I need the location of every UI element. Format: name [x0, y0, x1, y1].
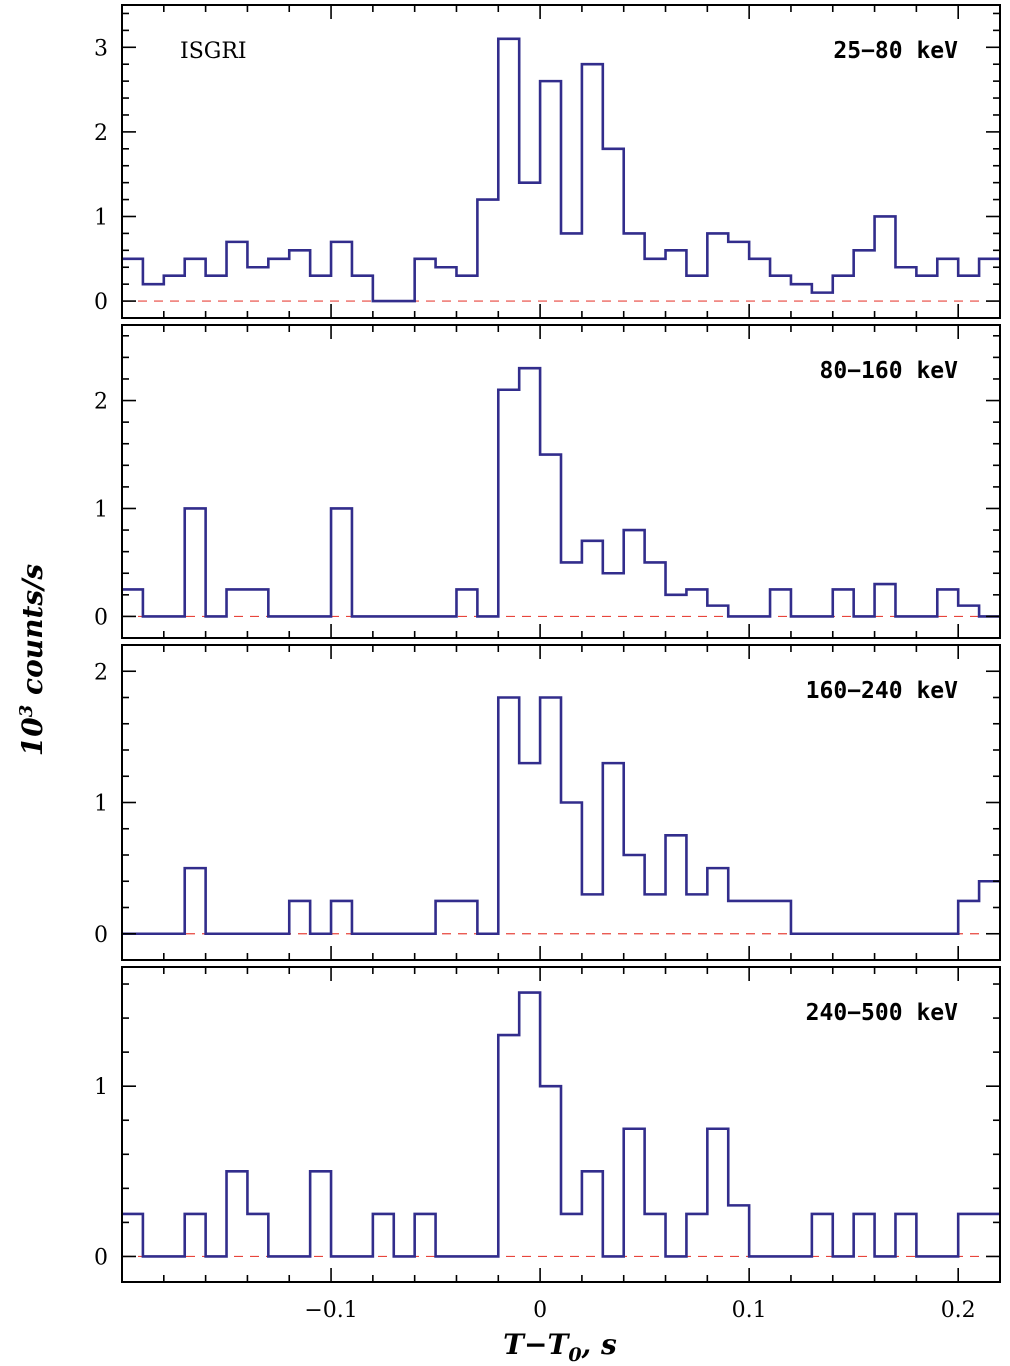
y-tick-label: 2 — [94, 390, 108, 415]
histogram-series — [122, 696, 1000, 936]
panel-frame — [121, 324, 1001, 639]
x-axis-title-subscript: 0 — [568, 1344, 581, 1366]
panel-energy-label: 80−160 keV — [820, 358, 959, 384]
panel-frame — [121, 4, 1001, 319]
y-tick-label: 0 — [94, 1245, 108, 1270]
panel-3: 0 1 2 160−240 keV — [94, 644, 1001, 961]
y-tick-label: 1 — [94, 497, 108, 522]
x-tick-label: 0.2 — [941, 1298, 976, 1323]
y-axis-title: 103 counts/s — [16, 564, 49, 757]
y-axis-title-main: 10 — [16, 717, 49, 756]
x-tick-label: 0.1 — [732, 1298, 767, 1323]
y-tick-label: 1 — [94, 792, 108, 817]
panel-energy-label: 240−500 keV — [806, 1000, 958, 1026]
y-axis-title-superscript: 3 — [16, 705, 37, 718]
x-axis-title: T−T0, s — [503, 1328, 617, 1366]
y-tick-label: 3 — [94, 36, 108, 61]
panel-4: 0 1 240−500 keV — [94, 966, 1001, 1283]
x-tick-label: 0 — [533, 1298, 547, 1323]
x-tick-label: −0.1 — [304, 1298, 357, 1323]
y-tick-label: 0 — [94, 290, 108, 315]
y-tick-label: 2 — [94, 121, 108, 146]
y-tick-label: 0 — [94, 923, 108, 948]
panel-energy-label: 25−80 keV — [833, 38, 958, 64]
histogram-series — [122, 366, 1000, 618]
y-tick-label: 0 — [94, 605, 108, 630]
y-tick-label: 1 — [94, 1075, 108, 1100]
histogram-series — [122, 991, 1000, 1258]
x-axis-title-main: T−T — [503, 1328, 570, 1361]
panel-frame — [121, 966, 1001, 1283]
panel-1: 0 1 2 3 25−80 keV ISGRI — [94, 4, 1001, 319]
histogram-series — [122, 37, 1000, 303]
y-tick-label: 1 — [94, 205, 108, 230]
x-axis-title-tail: , s — [581, 1328, 617, 1361]
y-axis-title-tail: counts/s — [16, 564, 49, 705]
panel-2: 0 1 2 80−160 keV — [94, 324, 1001, 639]
y-tick-label: 2 — [94, 660, 108, 685]
panel-energy-label: 160−240 keV — [806, 678, 958, 704]
instrument-label: ISGRI — [180, 39, 247, 64]
panels-group: 0 1 2 3 25−80 keV ISGRI 0 1 2 80−160 keV 0 1 2 160−24… — [94, 4, 1001, 1323]
